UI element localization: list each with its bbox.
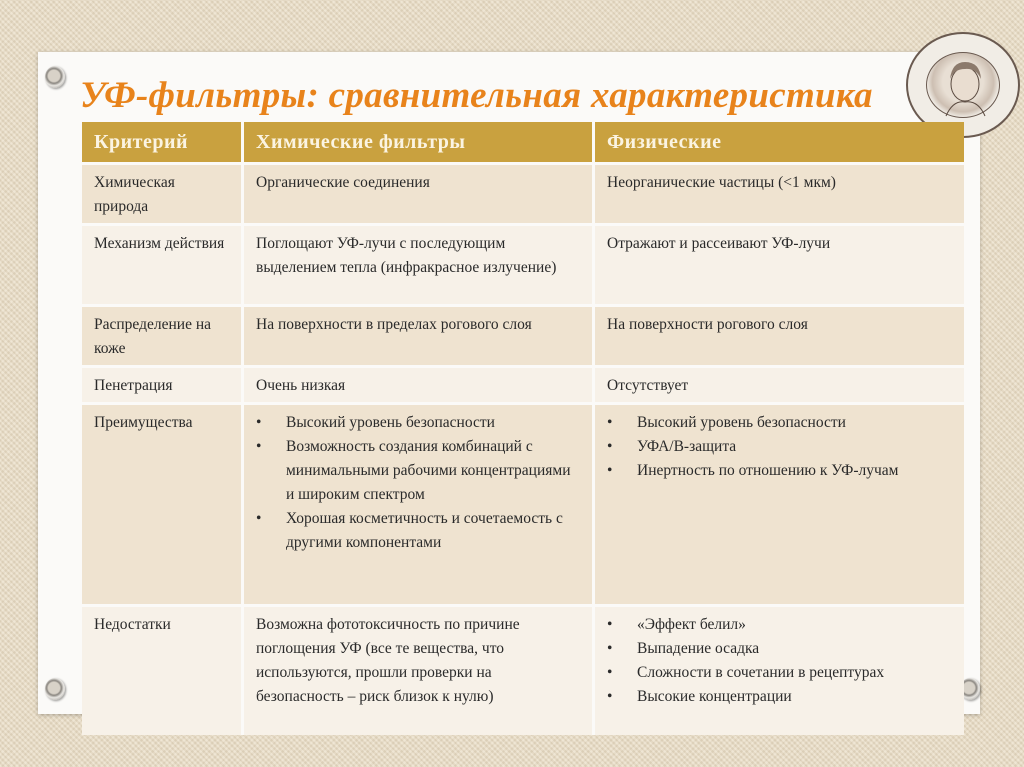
pin-icon — [960, 678, 980, 700]
list-item: Высокие концентрации — [607, 685, 952, 709]
cell-physical: Высокий уровень безопасности УФА/В-защит… — [595, 405, 964, 604]
list-item: Высокий уровень безопасности — [256, 411, 580, 435]
header-physical: Физические — [595, 122, 964, 162]
header-criterion: Критерий — [82, 122, 244, 162]
list-item: Высокий уровень безопасности — [607, 411, 952, 435]
cell-physical: Отражают и рассеивают УФ-лучи — [595, 226, 964, 304]
table-row: Распределение на коже На поверхности в п… — [82, 307, 964, 365]
cell-criterion: Распределение на коже — [82, 307, 244, 365]
cell-criterion: Пенетрация — [82, 368, 244, 402]
table-row: Недостатки Возможна фототоксичность по п… — [82, 607, 964, 735]
cell-chemical: Высокий уровень безопасности Возможность… — [244, 405, 595, 604]
list-item: Выпадение осадка — [607, 637, 952, 661]
advantages-chemical-list: Высокий уровень безопасности Возможность… — [256, 411, 580, 555]
cell-physical: Отсутствует — [595, 368, 964, 402]
cell-criterion: Химическая природа — [82, 165, 244, 223]
table-row: Механизм действия Поглощают УФ-лучи с по… — [82, 226, 964, 304]
table-row: Пенетрация Очень низкая Отсутствует — [82, 368, 964, 402]
advantages-physical-list: Высокий уровень безопасности УФА/В-защит… — [607, 411, 952, 483]
cell-physical: Неорганические частицы (<1 мкм) — [595, 165, 964, 223]
pin-icon — [45, 66, 65, 88]
cell-chemical: На поверхности в пределах рогового слоя — [244, 307, 595, 365]
comparison-table: Критерий Химические фильтры Физические Х… — [82, 119, 964, 738]
university-seal-logo — [906, 32, 1020, 138]
cell-criterion: Преимущества — [82, 405, 244, 604]
list-item: «Эффект белил» — [607, 613, 952, 637]
list-item: Инертность по отношению к УФ-лучам — [607, 459, 952, 483]
list-item: Сложности в сочетании в рецептурах — [607, 661, 952, 685]
table-row: Преимущества Высокий уровень безопасност… — [82, 405, 964, 604]
cell-criterion: Механизм действия — [82, 226, 244, 304]
cell-chemical: Органические соединения — [244, 165, 595, 223]
list-item: УФА/В-защита — [607, 435, 952, 459]
table-header-row: Критерий Химические фильтры Физические — [82, 122, 964, 162]
header-chemical: Химические фильтры — [244, 122, 595, 162]
cell-physical: «Эффект белил» Выпадение осадка Сложност… — [595, 607, 964, 735]
cell-chemical: Поглощают УФ-лучи с последующим выделени… — [244, 226, 595, 304]
cell-chemical: Возможна фототоксичность по причине погл… — [244, 607, 595, 735]
list-item: Хорошая косметичность и сочетаемость с д… — [256, 507, 580, 555]
cell-chemical: Очень низкая — [244, 368, 595, 402]
slide-title: УФ-фильтры: сравнительная характеристика — [80, 75, 873, 116]
cell-physical: На поверхности рогового слоя — [595, 307, 964, 365]
disadvantages-physical-list: «Эффект белил» Выпадение осадка Сложност… — [607, 613, 952, 709]
table-row: Химическая природа Органические соединен… — [82, 165, 964, 223]
pin-icon — [45, 678, 65, 700]
cell-criterion: Недостатки — [82, 607, 244, 735]
list-item: Возможность создания комбинаций с минима… — [256, 435, 580, 507]
